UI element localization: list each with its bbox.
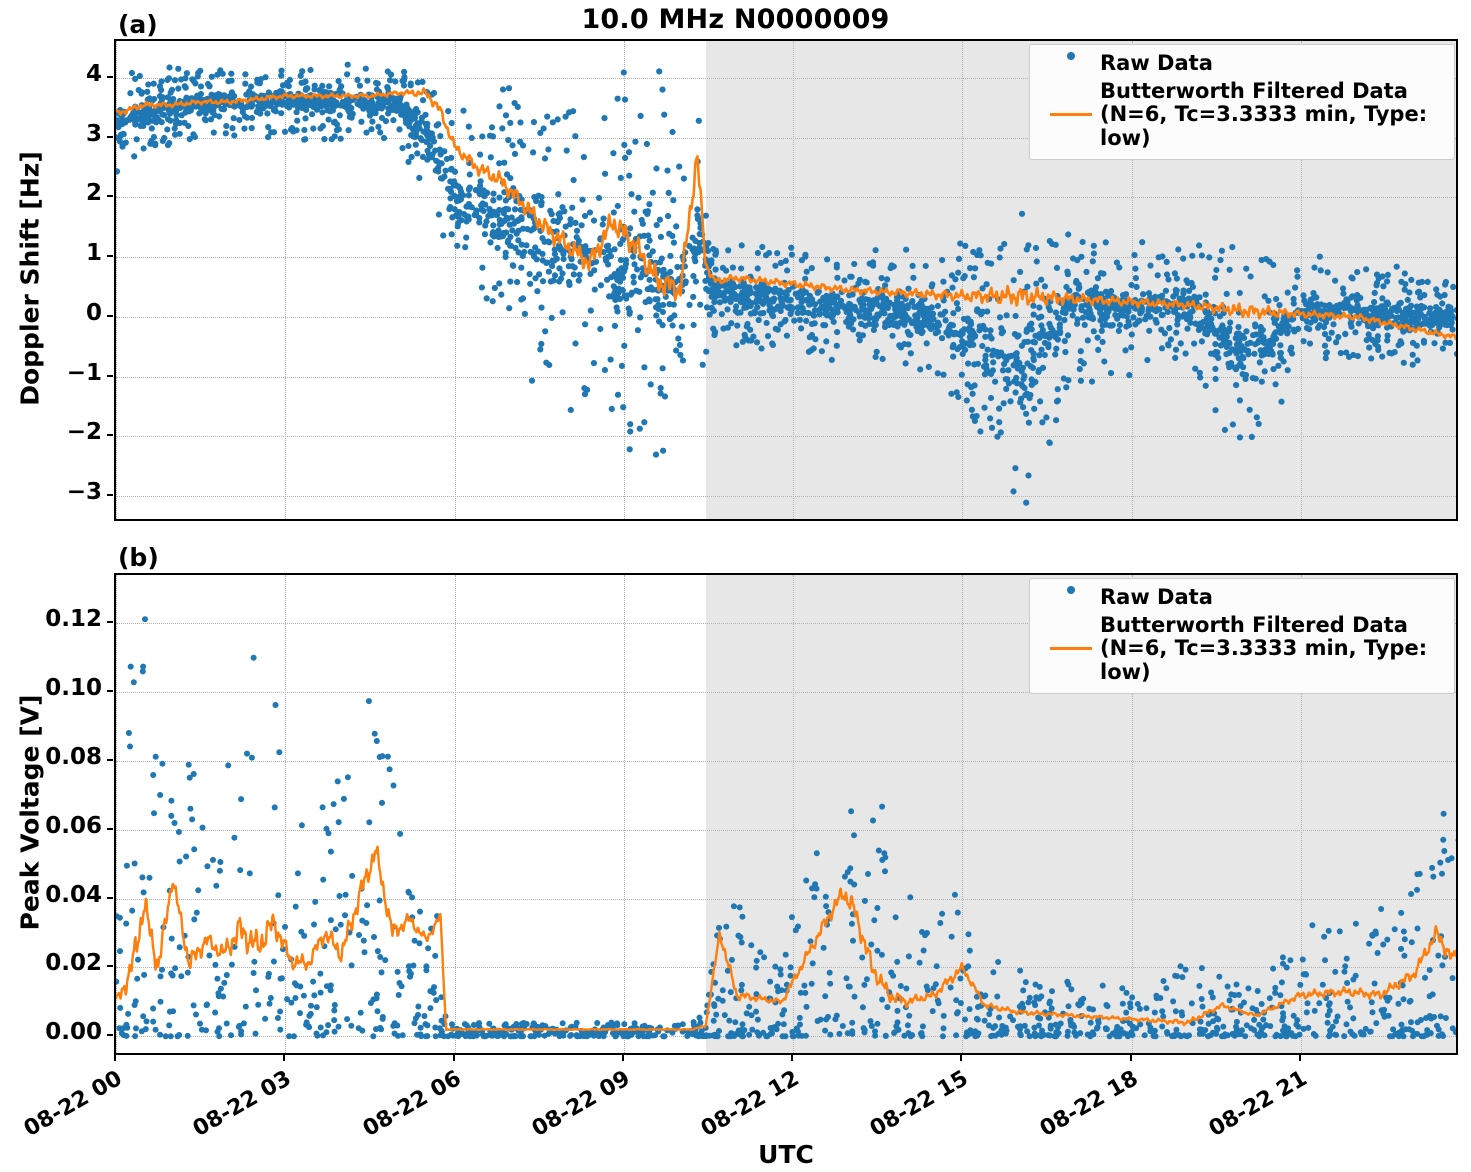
x-tick-mark — [622, 1055, 624, 1061]
legend-marker-line-icon — [1042, 647, 1100, 650]
x-tick-mark — [1299, 1055, 1301, 1061]
legend-entry-filtered: Butterworth Filtered Data (N=6, Tc=3.333… — [1042, 614, 1442, 685]
y-tick-mark — [107, 375, 113, 377]
y-tick-mark — [107, 965, 113, 967]
y-tick-mark — [107, 76, 113, 78]
panel-b-y-axis-title: Peak Voltage [V] — [16, 678, 45, 948]
y-tick-label: −3 — [10, 479, 102, 505]
x-tick-mark — [791, 1055, 793, 1061]
legend-label-raw: Raw Data — [1100, 52, 1213, 76]
y-tick-mark — [107, 1034, 113, 1036]
legend-marker-dot-icon — [1042, 586, 1100, 594]
y-tick-mark — [107, 897, 113, 899]
y-tick-mark — [107, 195, 113, 197]
x-tick-label: 08-22 00 — [0, 1066, 127, 1158]
legend-entry-filtered: Butterworth Filtered Data (N=6, Tc=3.333… — [1042, 80, 1442, 151]
legend-marker-dot-icon — [1042, 52, 1100, 60]
y-tick-mark — [107, 255, 113, 257]
x-axis-title: UTC — [114, 1140, 1458, 1169]
y-tick-mark — [107, 494, 113, 496]
legend-entry-raw: Raw Data — [1042, 586, 1442, 610]
x-tick-mark — [283, 1055, 285, 1061]
legend-label-raw: Raw Data — [1100, 586, 1213, 610]
y-tick-mark — [107, 136, 113, 138]
y-tick-mark — [107, 621, 113, 623]
y-tick-label: 0.00 — [10, 1019, 102, 1045]
panel-b-legend: Raw Data Butterworth Filtered Data (N=6,… — [1029, 578, 1455, 694]
y-tick-mark — [107, 828, 113, 830]
y-tick-label: 0.02 — [10, 950, 102, 976]
panel-a-legend: Raw Data Butterworth Filtered Data (N=6,… — [1029, 44, 1455, 160]
x-tick-mark — [453, 1055, 455, 1061]
y-tick-mark — [107, 759, 113, 761]
y-tick-mark — [107, 315, 113, 317]
figure-title: 10.0 MHz N0000009 — [0, 4, 1471, 35]
legend-label-filtered: Butterworth Filtered Data (N=6, Tc=3.333… — [1100, 614, 1442, 685]
y-tick-label: 0.12 — [10, 606, 102, 632]
panel-a-label: (a) — [118, 10, 158, 39]
y-tick-mark — [107, 690, 113, 692]
legend-label-filtered: Butterworth Filtered Data (N=6, Tc=3.333… — [1100, 80, 1442, 151]
butterworth-filtered-line — [116, 847, 1458, 1030]
legend-marker-line-icon — [1042, 113, 1100, 116]
panel-b-label: (b) — [118, 543, 159, 572]
y-tick-label: 4 — [10, 61, 102, 87]
panel-a-y-axis-title: Doppler Shift [Hz] — [16, 134, 45, 424]
x-tick-mark — [114, 1055, 116, 1061]
y-tick-mark — [107, 434, 113, 436]
x-tick-mark — [1130, 1055, 1132, 1061]
legend-entry-raw: Raw Data — [1042, 52, 1442, 76]
x-tick-mark — [960, 1055, 962, 1061]
